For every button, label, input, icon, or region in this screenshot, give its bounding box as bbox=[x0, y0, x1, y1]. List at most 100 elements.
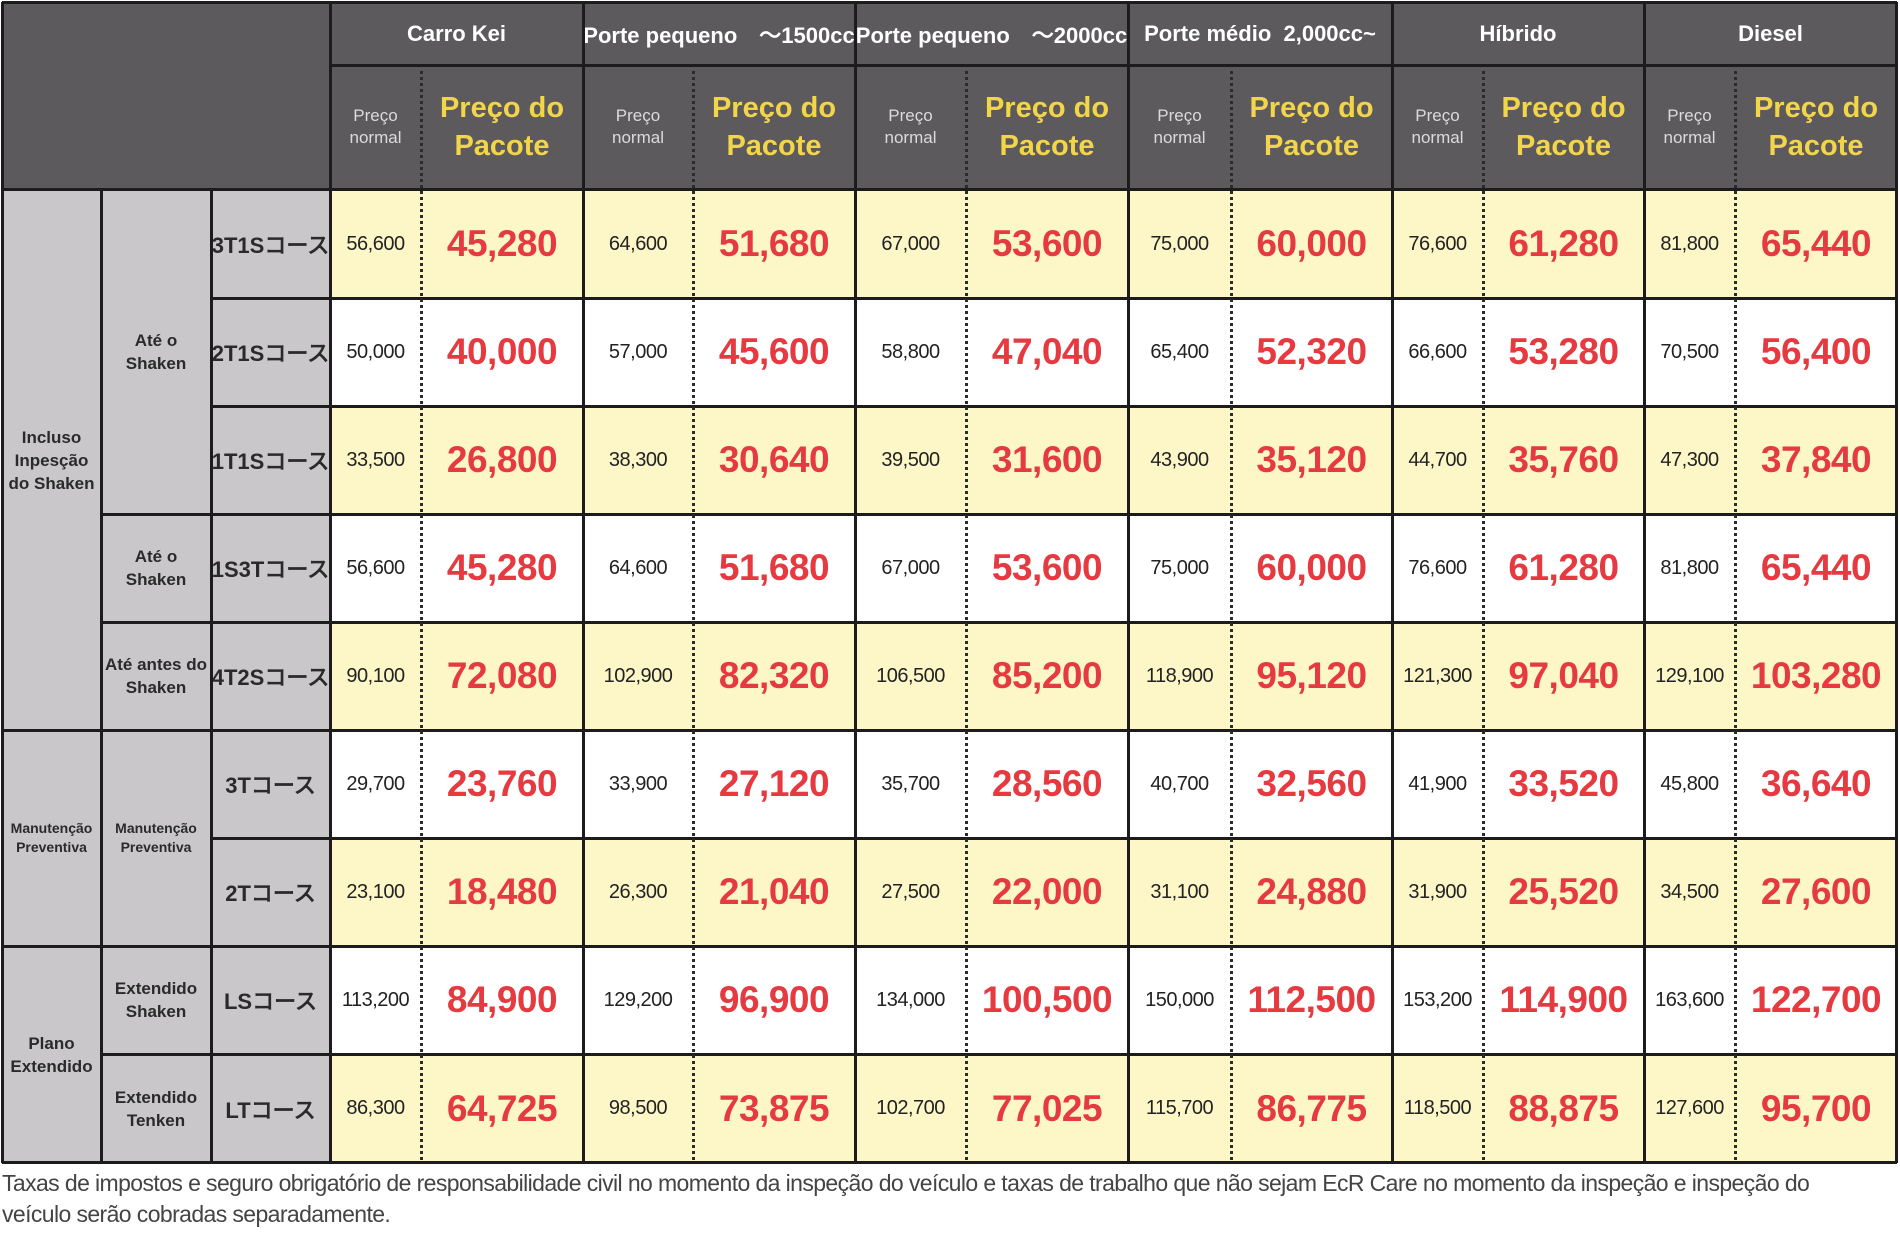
normal-price-value: 67,000 bbox=[881, 232, 940, 255]
normal-price-value: 34,500 bbox=[1660, 880, 1719, 903]
package-price-cell: 27,600 bbox=[1735, 838, 1897, 946]
grid-line bbox=[211, 621, 1897, 624]
package-price-cell: 45,280 bbox=[421, 514, 583, 622]
normal-price-cell: 56,600 bbox=[330, 190, 421, 298]
normal-price-value: 106,500 bbox=[876, 664, 945, 687]
plan-subcategory-label: Manutenção Preventiva bbox=[101, 730, 211, 946]
course-code: 1S3Tコース bbox=[211, 514, 330, 622]
package-price-header: Preço do Pacote bbox=[966, 65, 1128, 189]
normal-price-cell: 50,000 bbox=[330, 298, 421, 406]
normal-price-value: 65,400 bbox=[1150, 340, 1209, 363]
plan-subcategory-text: Preventiva bbox=[120, 839, 192, 855]
package-price-value: 103,280 bbox=[1750, 655, 1882, 696]
package-price-header: Preço do Pacote bbox=[1483, 65, 1644, 189]
package-price-cell: 52,320 bbox=[1231, 298, 1392, 406]
package-price-cell: 35,760 bbox=[1483, 406, 1644, 514]
grid-line bbox=[101, 729, 211, 732]
grid-line bbox=[854, 2, 857, 1163]
package-price-value: 85,200 bbox=[991, 655, 1103, 696]
normal-price-value: 76,600 bbox=[1408, 556, 1467, 579]
normal-price-cell: 44,700 bbox=[1392, 406, 1483, 514]
dotted-divider bbox=[965, 71, 968, 1160]
package-price-cell: 85,200 bbox=[966, 622, 1128, 730]
normal-price-value: 98,500 bbox=[608, 1097, 668, 1119]
package-price-cell: 35,120 bbox=[1231, 406, 1392, 514]
grid-line bbox=[101, 621, 211, 624]
package-price-cell: 36,640 bbox=[1735, 730, 1897, 838]
normal-price-value: 113,200 bbox=[341, 988, 410, 1011]
package-price-cell: 37,840 bbox=[1735, 406, 1897, 514]
normal-price-cell: 58,800 bbox=[855, 298, 966, 406]
normal-price-value: 31,100 bbox=[1150, 880, 1209, 903]
normal-price-value: 81,800 bbox=[1660, 556, 1719, 579]
normal-price-header: Preço normal bbox=[1392, 65, 1483, 189]
plan-category-text: Extendido bbox=[10, 1056, 93, 1076]
package-price-cell: 112,500 bbox=[1231, 946, 1392, 1054]
package-price-cell: 51,680 bbox=[693, 514, 855, 622]
normal-price-cell: 70,500 bbox=[1644, 298, 1735, 406]
package-price-label: Pacote bbox=[454, 130, 550, 162]
normal-price-value: 76,600 bbox=[1408, 232, 1467, 255]
normal-price-value: 56,600 bbox=[346, 556, 405, 579]
plan-subcategory-label: Extendido Tenken bbox=[101, 1054, 211, 1163]
package-price-value: 84,900 bbox=[446, 979, 558, 1020]
normal-price-cell: 102,700 bbox=[855, 1054, 966, 1163]
normal-price-cell: 86,300 bbox=[330, 1054, 421, 1163]
normal-price-value: 163,600 bbox=[1655, 988, 1724, 1011]
package-price-value: 30,640 bbox=[718, 439, 830, 480]
normal-price-value: 57,000 bbox=[608, 340, 668, 363]
package-price-cell: 40,000 bbox=[421, 298, 583, 406]
grid-line bbox=[211, 405, 1897, 408]
normal-price-cell: 26,300 bbox=[583, 838, 693, 946]
normal-price-cell: 127,600 bbox=[1644, 1054, 1735, 1163]
package-price-cell: 56,400 bbox=[1735, 298, 1897, 406]
package-price-label: Preço do bbox=[1753, 92, 1879, 124]
normal-price-value: 75,000 bbox=[1150, 232, 1209, 255]
package-price-label: Pacote bbox=[1263, 130, 1360, 162]
package-price-value: 27,600 bbox=[1760, 871, 1872, 912]
package-price-value: 35,120 bbox=[1256, 439, 1367, 480]
normal-price-label: Preço bbox=[1415, 106, 1460, 125]
course-code-text: LSコース bbox=[223, 989, 317, 1014]
package-price-label: Preço do bbox=[1249, 92, 1374, 124]
package-price-value: 32,560 bbox=[1256, 763, 1367, 804]
grid-line bbox=[2, 1161, 1897, 1164]
normal-price-header: Preço normal bbox=[855, 65, 966, 189]
normal-price-value: 153,200 bbox=[1403, 988, 1472, 1011]
package-price-value: 82,320 bbox=[718, 655, 830, 696]
normal-price-value: 58,800 bbox=[881, 340, 940, 363]
normal-price-cell: 43,900 bbox=[1128, 406, 1231, 514]
grid-line bbox=[1, 2, 4, 1163]
plan-subcategory-label: Até o Shaken bbox=[101, 190, 211, 514]
package-price-value: 53,600 bbox=[991, 547, 1103, 588]
package-price-header: Preço do Pacote bbox=[421, 65, 583, 189]
package-price-value: 53,280 bbox=[1508, 331, 1619, 372]
normal-price-value: 31,900 bbox=[1408, 880, 1467, 903]
package-price-cell: 114,900 bbox=[1483, 946, 1644, 1054]
normal-price-cell: 33,900 bbox=[583, 730, 693, 838]
normal-price-value: 118,500 bbox=[1403, 1097, 1472, 1119]
normal-price-cell: 113,200 bbox=[330, 946, 421, 1054]
package-price-value: 18,480 bbox=[446, 871, 558, 912]
course-code-text: 1S3Tコース bbox=[211, 557, 330, 582]
package-price-cell: 86,775 bbox=[1231, 1054, 1392, 1163]
package-price-value: 65,440 bbox=[1760, 223, 1872, 264]
normal-price-cell: 67,000 bbox=[855, 190, 966, 298]
package-price-cell: 95,700 bbox=[1735, 1054, 1897, 1163]
plan-subcategory-text: Até antes do bbox=[104, 655, 208, 674]
normal-price-label: Preço bbox=[615, 106, 661, 125]
normal-price-value: 26,300 bbox=[608, 880, 668, 903]
normal-price-value: 118,900 bbox=[1145, 664, 1214, 687]
package-price-value: 95,700 bbox=[1760, 1087, 1872, 1129]
package-price-value: 52,320 bbox=[1256, 331, 1367, 372]
normal-price-cell: 81,800 bbox=[1644, 190, 1735, 298]
course-code-text: LTコース bbox=[225, 1097, 316, 1123]
package-price-value: 86,775 bbox=[1256, 1087, 1367, 1129]
normal-price-value: 45,800 bbox=[1660, 772, 1719, 795]
package-price-value: 45,280 bbox=[446, 547, 558, 588]
package-price-cell: 95,120 bbox=[1231, 622, 1392, 730]
package-price-cell: 61,280 bbox=[1483, 514, 1644, 622]
package-price-cell: 53,600 bbox=[966, 514, 1128, 622]
plan-category-text: Preventiva bbox=[16, 839, 87, 855]
dotted-divider bbox=[1482, 71, 1485, 1160]
